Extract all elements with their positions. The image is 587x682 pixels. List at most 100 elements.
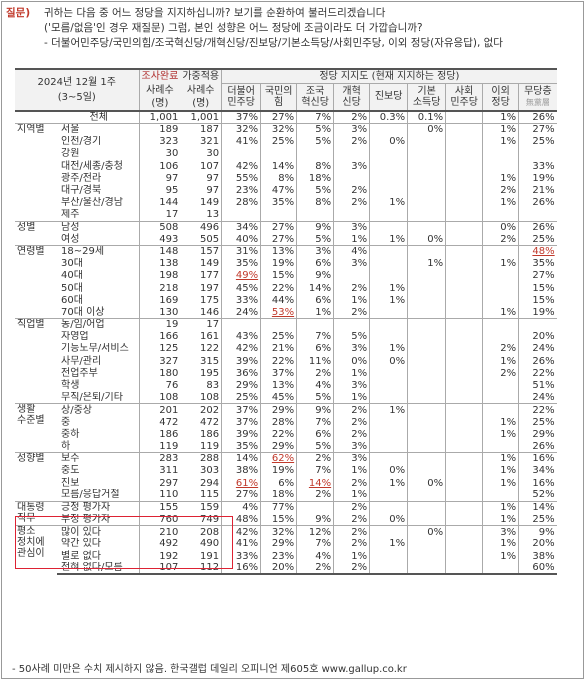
sample-count: 1,001 <box>138 110 181 124</box>
value-cell: 41% <box>221 537 261 551</box>
row-label: 진보 <box>61 477 80 489</box>
value-cell: 16% <box>221 562 261 576</box>
value-cell <box>260 317 297 331</box>
sample-count: 138 <box>138 257 181 270</box>
value-cell: 55% <box>221 172 261 185</box>
value-cell: 42% <box>221 160 261 173</box>
value-cell: 3% <box>333 440 370 453</box>
value-cell: 12% <box>296 525 334 538</box>
value-cell: 1% <box>482 550 519 563</box>
value-cell <box>445 122 483 136</box>
weighted-count: 112 <box>180 562 222 576</box>
sample-count: 283 <box>138 452 181 465</box>
value-cell <box>407 416 446 429</box>
value-cell: 61% <box>221 476 261 490</box>
value-cell <box>407 172 446 185</box>
value-cell: 25% <box>518 233 557 246</box>
value-cell <box>407 160 446 173</box>
row-label: 자영업 <box>61 331 89 343</box>
value-cell <box>407 428 446 441</box>
row-label: 긍정 평가자 <box>57 500 139 514</box>
weighted-count: 97 <box>206 185 220 197</box>
party-header-4: 진보당 <box>369 83 408 111</box>
highlight-value: 53% <box>271 306 295 318</box>
highlight-value: 49% <box>235 270 259 282</box>
value-cell: 13% <box>260 379 297 392</box>
value-cell: 2% <box>482 184 519 197</box>
value-cell <box>369 244 408 258</box>
value-cell <box>369 562 408 576</box>
value-cell <box>445 513 483 526</box>
value-cell <box>407 367 446 380</box>
value-cell: 1% <box>333 391 370 404</box>
value-cell: 2% <box>296 452 334 465</box>
value-cell: 24% <box>518 391 557 404</box>
value-cell: 2% <box>333 562 370 576</box>
value-cell: 29% <box>518 428 557 441</box>
period-line-1: 2024년 12월 1주 <box>37 77 117 88</box>
value-cell: 13% <box>260 244 297 258</box>
value-cell <box>482 147 519 161</box>
sample-count: 107 <box>138 562 181 576</box>
value-cell <box>407 355 446 368</box>
value-cell: 33% <box>221 294 261 307</box>
value-cell: 29% <box>260 440 297 453</box>
value-cell: 5% <box>296 184 334 197</box>
value-cell <box>407 489 446 502</box>
sample-count: 218 <box>138 281 181 295</box>
group-label: 직업별 <box>15 317 57 404</box>
value-cell: 5% <box>296 122 334 136</box>
value-cell <box>482 440 519 453</box>
table-row: 진보 297 294 61% 6% 14% 2% 1% 0% 1% 16% <box>15 476 557 490</box>
value-cell: 14% <box>260 160 297 173</box>
value-cell <box>407 342 446 356</box>
table-row: 중도 311 303 38% 19% 7% 1% 0% 1% 34% <box>15 464 557 477</box>
table-row: 약간 있다 492 490 41% 29% 7% 2% 1% 1% 20% <box>15 537 557 551</box>
value-cell: 4% <box>296 379 334 392</box>
sample-count: 198 <box>138 269 181 282</box>
value-cell: 25% <box>221 391 261 404</box>
sample-count: 311 <box>138 464 181 477</box>
value-cell: 2% <box>482 367 519 380</box>
table-row: 별로 없다 192 191 33% 23% 4% 1% 1% 38% <box>15 550 557 563</box>
weighted-count: 490 <box>200 538 220 550</box>
value-cell <box>445 464 483 477</box>
value-cell <box>407 281 446 295</box>
row-label: 상/중상 <box>57 403 139 416</box>
row-label: 18~29세 <box>57 244 139 258</box>
sample-count: 108 <box>138 391 181 404</box>
table-row: 부정 평가자 760 749 48% 15% 9% 2% 0% 1% 25% <box>15 513 557 526</box>
value-cell: 20% <box>260 562 297 576</box>
value-cell: 1% <box>482 464 519 477</box>
value-cell: 8% <box>296 196 334 209</box>
value-cell: 7% <box>296 464 334 477</box>
value-cell: 22% <box>260 428 297 441</box>
weighted-count: 191 <box>200 550 220 562</box>
table-row: 직업별 농/임/어업 19 17 <box>15 317 557 404</box>
value-cell: 1% <box>482 306 519 319</box>
value-cell: 1% <box>333 550 370 563</box>
value-cell: 1% <box>482 476 519 490</box>
value-cell <box>482 379 519 392</box>
value-cell: 7% <box>296 537 334 551</box>
value-cell: 0% <box>369 464 408 477</box>
value-cell <box>482 330 519 343</box>
value-cell <box>407 537 446 551</box>
highlight-value: 61% <box>235 477 259 489</box>
value-cell: 49% <box>221 269 261 282</box>
party-header-7: 이외 정당 <box>482 83 519 111</box>
value-cell: 60% <box>518 562 557 576</box>
value-cell <box>407 562 446 576</box>
value-cell: 2% <box>333 416 370 429</box>
sample-count: 155 <box>138 500 181 514</box>
value-cell <box>445 403 483 416</box>
value-cell: 9% <box>296 269 334 282</box>
value-cell: 26% <box>518 110 557 124</box>
table-row: 광주/전라 97 97 55% 8% 18% 1% 19% <box>15 172 557 185</box>
sample-count: 760 <box>138 513 181 526</box>
value-cell <box>369 122 408 136</box>
weighted-count: 17 <box>180 317 222 331</box>
value-cell: 22% <box>518 367 557 380</box>
value-cell <box>407 135 446 148</box>
table-row: 강원 30 30 <box>15 147 557 161</box>
